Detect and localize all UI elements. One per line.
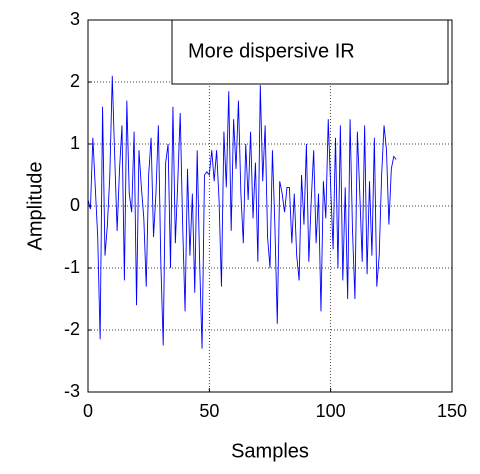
annotation-box <box>171 19 449 85</box>
y-tick-label: 1 <box>70 133 80 153</box>
y-tick-label: -3 <box>64 381 80 401</box>
y-tick-label: 3 <box>70 9 80 29</box>
y-tick-label: -2 <box>64 319 80 339</box>
x-tick-label: 100 <box>316 401 346 421</box>
data-line <box>87 75 397 349</box>
x-tick-label: 0 <box>83 401 93 421</box>
annotation: More dispersive IR <box>188 40 355 62</box>
x-tick-label: 150 <box>437 401 467 421</box>
x-axis-label: Samples <box>231 440 309 462</box>
y-axis-label: Amplitude <box>24 162 46 251</box>
x-tick-label: 50 <box>199 401 219 421</box>
y-tick-label: 2 <box>70 71 80 91</box>
y-tick-label: 0 <box>70 195 80 215</box>
y-tick-label: -1 <box>64 257 80 277</box>
